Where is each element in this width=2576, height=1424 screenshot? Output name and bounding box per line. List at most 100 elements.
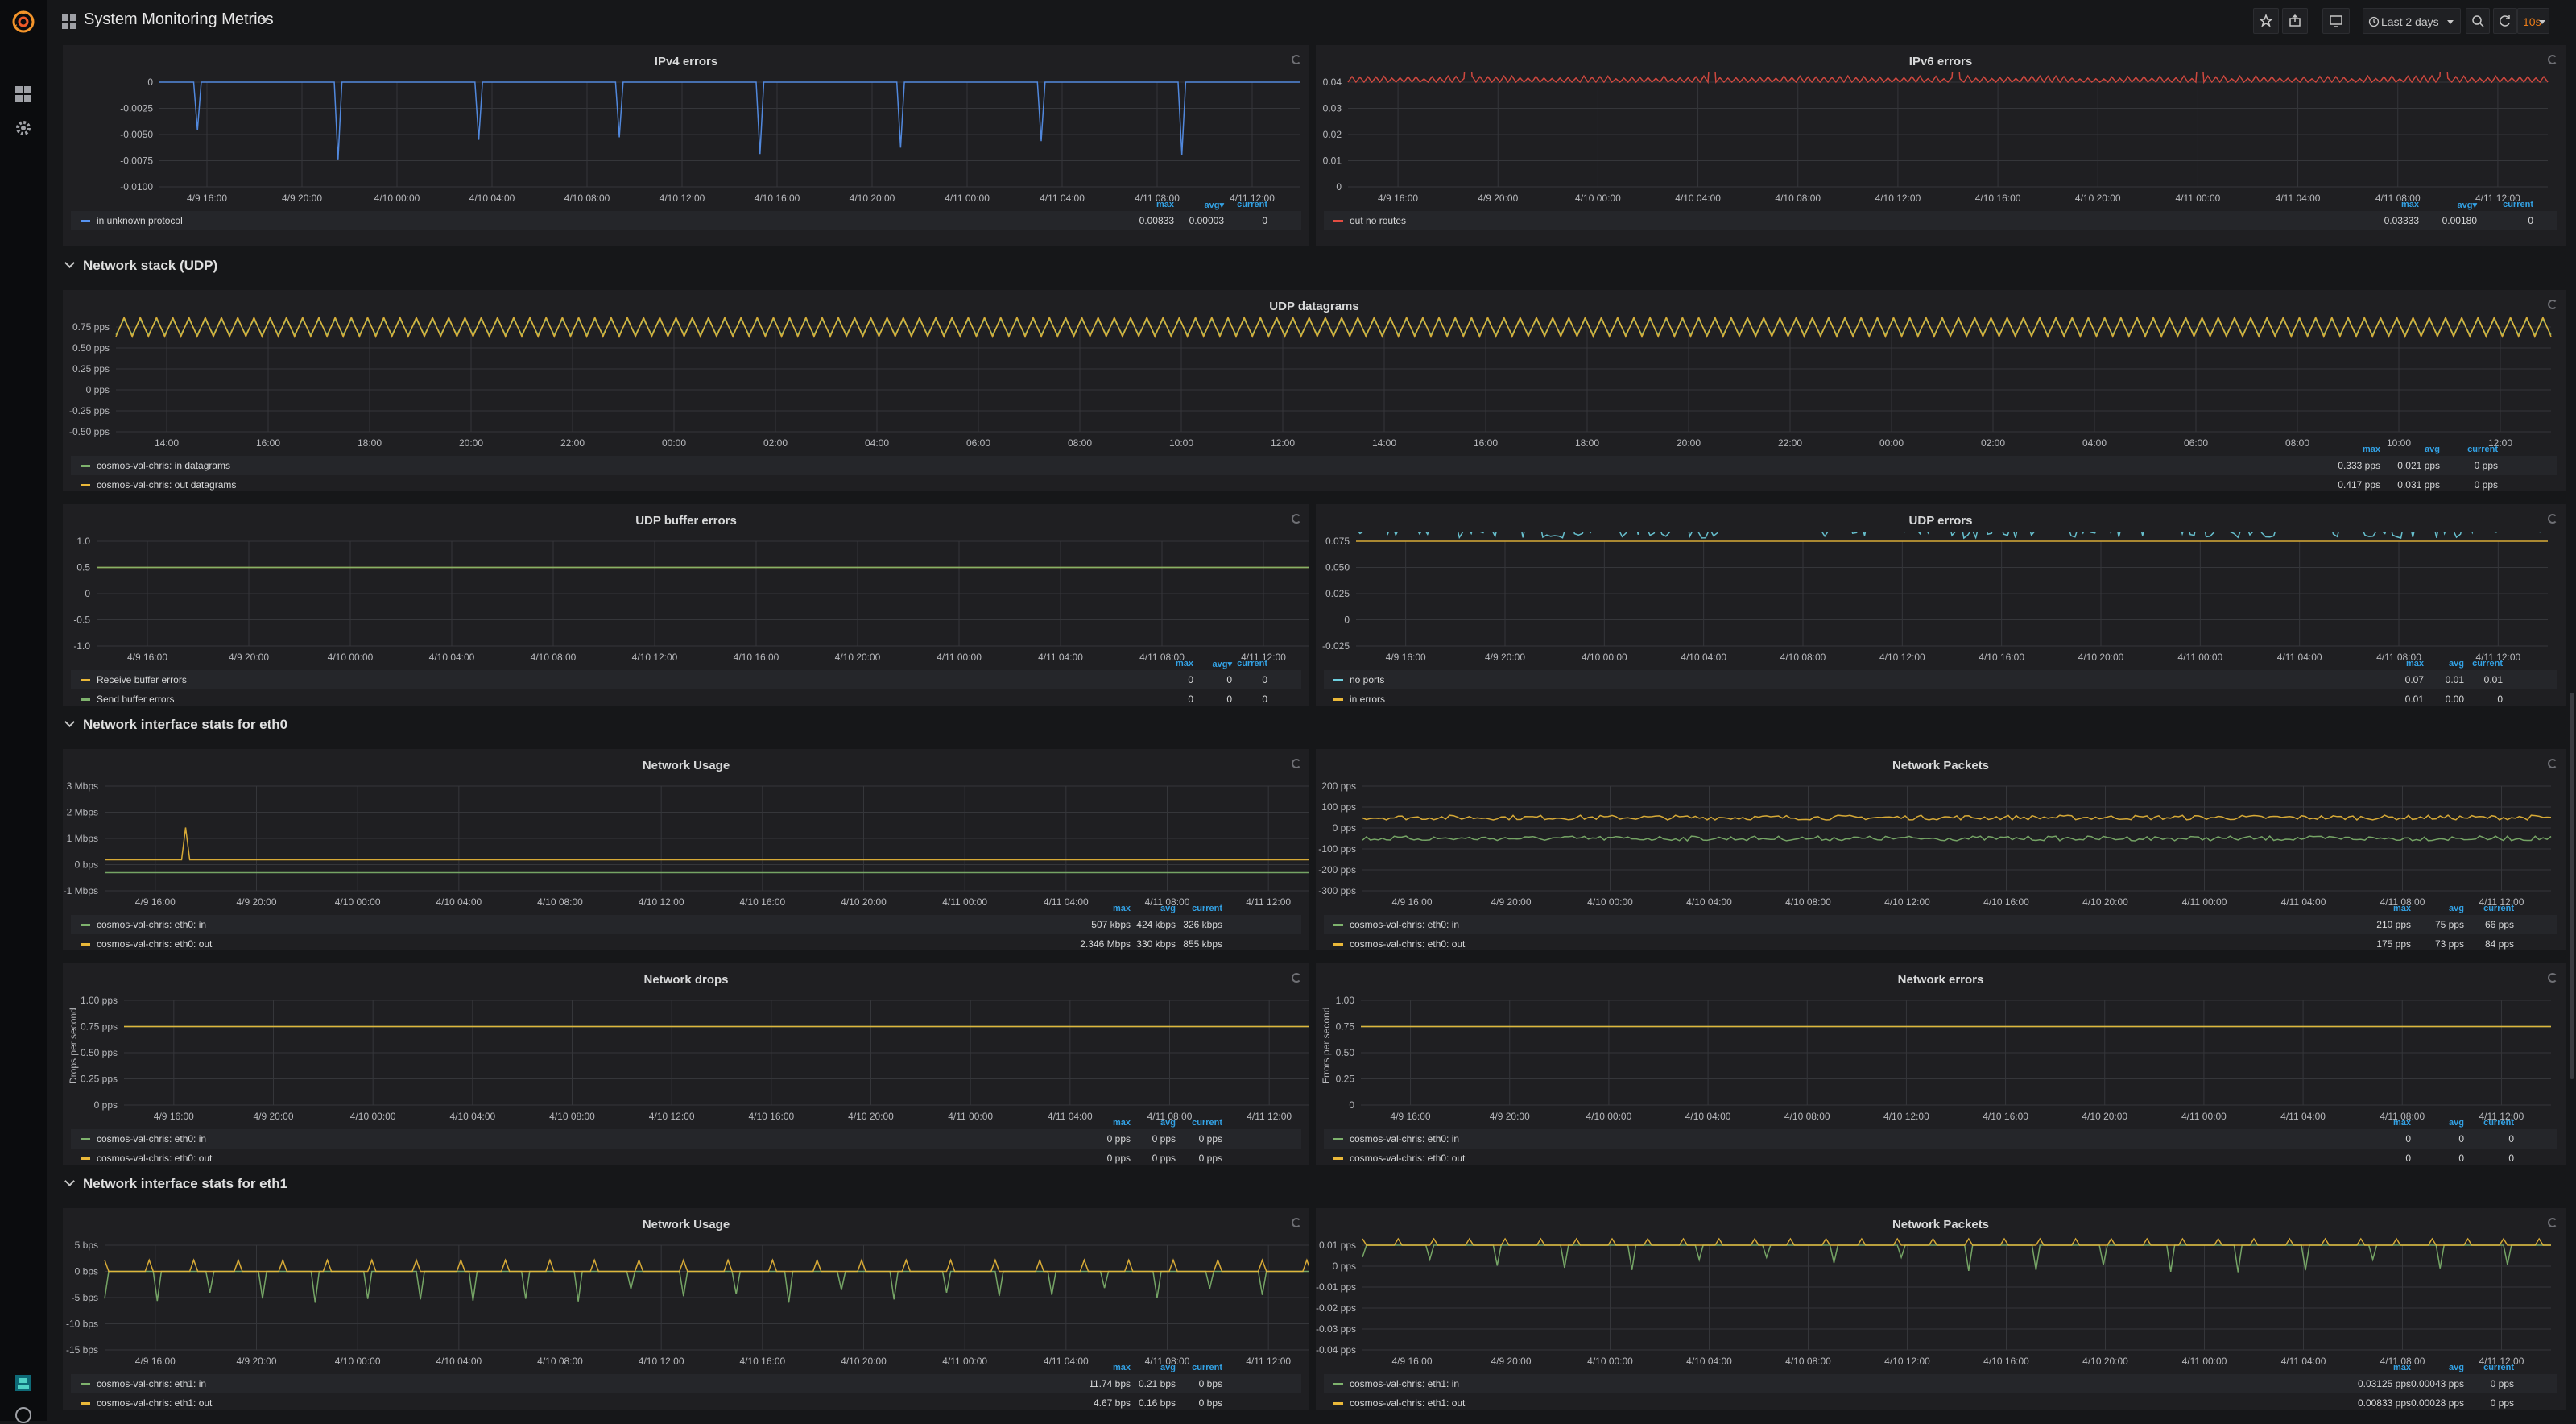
legend-header[interactable]: avg▾ [1212, 660, 1232, 669]
legend-item[interactable]: cosmos-val-chris: eth0: in 210 pps 75 pps 6… [1324, 915, 2557, 934]
legend-item[interactable]: cosmos-val-chris: out datagrams 0.417 pps… [71, 475, 2557, 495]
legend-header[interactable]: current [2467, 445, 2498, 454]
legend-item[interactable]: in unknown protocol 0.00833 0.00003 0 [71, 211, 1301, 230]
panel-eth1_usage[interactable]: Network Usage 5 bps 0 bps -5 bps -10 bps -15 … [63, 1208, 1309, 1410]
dashboards-icon[interactable] [14, 85, 32, 103]
legend-item[interactable]: cosmos-val-chris: eth0: in 507 kbps 424 kb… [71, 915, 1301, 934]
legend-item[interactable]: cosmos-val-chris: eth0: out 175 pps 73 pps… [1324, 934, 2557, 954]
panel-eth0_errors[interactable]: Network errors 1.00 0.75 0.50 0.25 0 4/9 16:00… [1316, 963, 2566, 1165]
panel-title[interactable]: Network Packets [1892, 1218, 1990, 1232]
panel-eth0_usage[interactable]: Network Usage 3 Mbps 2 Mbps 1 Mbps 0 bps -1 M… [63, 749, 1309, 950]
chart-eth1_usage[interactable]: 5 bps 0 bps -5 bps -10 bps -15 bps 4/9 16:00 4… [63, 1236, 1309, 1381]
panel-title[interactable]: Network Usage [642, 759, 730, 772]
legend-item[interactable]: cosmos-val-chris: eth1: in 11.74 bps 0.21 … [71, 1374, 1301, 1393]
legend-header[interactable]: avg [1160, 1118, 1176, 1128]
chart-eth0_drops[interactable]: 1.00 pps 0.75 pps 0.50 pps 0.25 pps 0 pps 4/9… [63, 991, 1309, 1136]
user-avatar-icon[interactable] [14, 1374, 32, 1392]
legend-item[interactable]: cosmos-val-chris: eth1: out 4.67 bps 0.16 … [71, 1393, 1301, 1413]
legend-item[interactable]: cosmos-val-chris: eth0: out 0 0 0 [1324, 1149, 2557, 1168]
legend-header[interactable]: current [2483, 1363, 2514, 1372]
legend-header[interactable]: max [1175, 659, 1193, 669]
row-header-eth1[interactable]: Network interface stats for eth1 [63, 1176, 287, 1192]
legend-header[interactable]: avg [1160, 904, 1176, 913]
chart-udp_err[interactable]: 0.075 0.050 0.025 0 -0.025 4/9 16:00 4/9 20:00… [1316, 532, 2566, 677]
legend-header[interactable]: current [2483, 904, 2514, 913]
refresh-interval-picker[interactable]: 10s [2517, 8, 2549, 34]
panel-title[interactable]: IPv6 errors [1908, 55, 1973, 68]
time-picker-button[interactable]: Last 2 days [2363, 8, 2461, 34]
legend-header[interactable]: max [1156, 200, 1174, 209]
star-button[interactable] [2253, 8, 2279, 34]
legend-header[interactable]: current [1237, 659, 1267, 669]
legend-item[interactable]: cosmos-val-chris: eth1: in 0.03125 pps 0.0… [1324, 1374, 2557, 1393]
legend-header[interactable]: avg▾ [2457, 201, 2477, 210]
legend-header[interactable]: current [1192, 1363, 1222, 1372]
scrollbar[interactable] [2570, 693, 2574, 1079]
legend-header[interactable]: max [2392, 1363, 2411, 1372]
panel-title[interactable]: UDP datagrams [1269, 300, 1359, 313]
legend-item[interactable]: cosmos-val-chris: eth0: in 0 pps 0 pps 0 pp… [71, 1129, 1301, 1149]
legend-header[interactable]: max [1112, 1363, 1131, 1372]
dashboard-title[interactable]: System Monitoring Metrics [84, 10, 274, 28]
row-header-eth0[interactable]: Network interface stats for eth0 [63, 717, 287, 733]
panel-eth0_packets[interactable]: Network Packets 200 pps 100 pps 0 pps -100 p… [1316, 749, 2566, 950]
chart-ipv6[interactable]: 0.04 0.03 0.02 0.01 0 4/9 16:00 4/9 20:00 4/10 … [1316, 72, 2566, 217]
panel-title[interactable]: Network errors [1897, 973, 1984, 987]
chart-eth0_packets[interactable]: 200 pps 100 pps 0 pps -100 pps -200 pps -300 … [1316, 776, 2566, 921]
legend-header[interactable]: current [1192, 904, 1222, 913]
legend-header[interactable]: current [1237, 200, 1267, 209]
panel-eth0_drops[interactable]: Network drops 1.00 pps 0.75 pps 0.50 pps 0.2… [63, 963, 1309, 1165]
legend-header[interactable]: current [1192, 1118, 1222, 1128]
refresh-button[interactable] [2493, 8, 2517, 34]
tv-mode-button[interactable] [2322, 8, 2350, 34]
legend-header[interactable]: avg [2449, 1363, 2464, 1372]
panel-title[interactable]: Network drops [643, 973, 729, 987]
row-header-udp[interactable]: Network stack (UDP) [63, 258, 217, 274]
panel-udp_err[interactable]: UDP errors 0.075 0.050 0.025 0 -0.025 4/9 16:0… [1316, 504, 2566, 706]
panel-udp_buf[interactable]: UDP buffer errors 1.0 0.5 0 -0.5 -1.0 4/9 16:0… [63, 504, 1309, 706]
legend-header[interactable]: avg [2449, 1118, 2464, 1128]
chart-udp_buf[interactable]: 1.0 0.5 0 -0.5 -1.0 4/9 16:00 4/9 20:00 4/10 00… [63, 532, 1309, 677]
legend-header[interactable]: max [2400, 200, 2419, 209]
grafana-logo-icon[interactable] [11, 10, 35, 34]
legend-item[interactable]: Send buffer errors 0 0 0 [71, 689, 1301, 709]
panel-ipv4[interactable]: IPv4 errors 0 -0.0025 -0.0050 -0.0075 -0.0100… [63, 45, 1309, 246]
chart-udp_dgrams[interactable]: 0.75 pps 0.50 pps 0.25 pps 0 pps -0.25 pps -0… [63, 317, 2566, 462]
legend-header[interactable]: max [2392, 904, 2411, 913]
panel-title[interactable]: Network Usage [642, 1218, 730, 1232]
legend-header[interactable]: current [2483, 1118, 2514, 1128]
chart-eth0_errors[interactable]: 1.00 0.75 0.50 0.25 0 4/9 16:00 4/9 20:00 4/10 … [1316, 991, 2566, 1136]
legend-item[interactable]: in errors 0.01 0.00 0 [1324, 689, 2557, 709]
legend-header[interactable]: max [2392, 1118, 2411, 1128]
share-button[interactable] [2282, 8, 2308, 34]
panel-title[interactable]: UDP buffer errors [635, 514, 737, 528]
panel-title[interactable]: Network Packets [1892, 759, 1990, 772]
zoom-out-button[interactable] [2466, 8, 2490, 34]
legend-header[interactable]: max [1112, 1118, 1131, 1128]
legend-item[interactable]: Receive buffer errors 0 0 0 [71, 670, 1301, 689]
legend-header[interactable]: max [2362, 445, 2380, 454]
legend-header[interactable]: avg [2449, 659, 2464, 669]
gear-icon[interactable] [14, 119, 32, 137]
legend-header[interactable]: avg [2449, 904, 2464, 913]
legend-header[interactable]: avg [2425, 445, 2440, 454]
chart-eth1_packets[interactable]: 0.01 pps 0 pps -0.01 pps -0.02 pps -0.03 pps… [1316, 1236, 2566, 1381]
chart-eth0_usage[interactable]: 3 Mbps 2 Mbps 1 Mbps 0 bps -1 Mbps 4/9 16:00 4… [63, 776, 1309, 921]
panel-udp_dgrams[interactable]: UDP datagrams 0.75 pps 0.50 pps 0.25 pps 0 p… [63, 290, 2566, 491]
legend-item[interactable]: cosmos-val-chris: eth0: in 0 0 0 [1324, 1129, 2557, 1149]
panel-title[interactable]: IPv4 errors [654, 55, 718, 68]
legend-item[interactable]: cosmos-val-chris: eth0: out 2.346 Mbps 330… [71, 934, 1301, 954]
panel-title[interactable]: UDP errors [1908, 514, 1973, 528]
legend-header[interactable]: current [2472, 659, 2503, 669]
legend-item[interactable]: out no routes 0.03333 0.00180 0 [1324, 211, 2557, 230]
legend-header[interactable]: avg [1160, 1363, 1176, 1372]
legend-header[interactable]: avg▾ [1204, 201, 1224, 210]
legend-header[interactable]: max [2405, 659, 2424, 669]
panel-eth1_packets[interactable]: Network Packets 0.01 pps 0 pps -0.01 pps -0.… [1316, 1208, 2566, 1410]
legend-header[interactable]: current [2503, 200, 2533, 209]
legend-item[interactable]: no ports 0.07 0.01 0.01 [1324, 670, 2557, 689]
legend-header[interactable]: max [1112, 904, 1131, 913]
chart-ipv4[interactable]: 0 -0.0025 -0.0050 -0.0075 -0.0100 4/9 16:00 4/… [63, 72, 1309, 217]
panel-ipv6[interactable]: IPv6 errors 0.04 0.03 0.02 0.01 0 4/9 16:00 4/9… [1316, 45, 2566, 246]
legend-item[interactable]: cosmos-val-chris: eth0: out 0 pps 0 pps 0 p… [71, 1149, 1301, 1168]
